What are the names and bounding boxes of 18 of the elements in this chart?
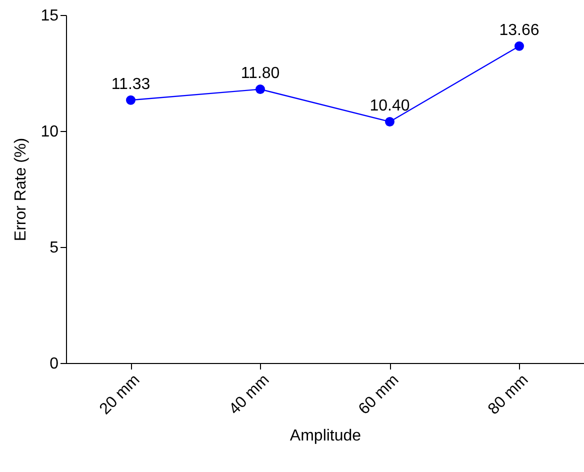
point — [256, 84, 265, 94]
data-label: 11.80 — [240, 65, 280, 82]
y-tick-label: 15 — [40, 8, 59, 24]
data-label: 10.40 — [370, 98, 410, 115]
x-tick-label: 60 mm — [356, 372, 402, 418]
x-axis-title: Amplitude — [290, 427, 362, 444]
x-tick-label: 40 mm — [226, 372, 273, 418]
y-tick-label: 10 — [40, 124, 59, 140]
y-tick-label: 5 — [50, 240, 59, 256]
y-axis-title: Error Rate (%) — [12, 138, 30, 242]
y-tick-label: 0 — [50, 356, 59, 372]
data-label: 13.66 — [499, 22, 540, 40]
point — [514, 41, 524, 51]
data-label: 11.33 — [111, 76, 150, 94]
x-tick-label: 80 mm — [485, 372, 532, 418]
x-tick-label: 20 mm — [96, 372, 144, 418]
point — [385, 116, 394, 126]
point — [126, 95, 136, 105]
